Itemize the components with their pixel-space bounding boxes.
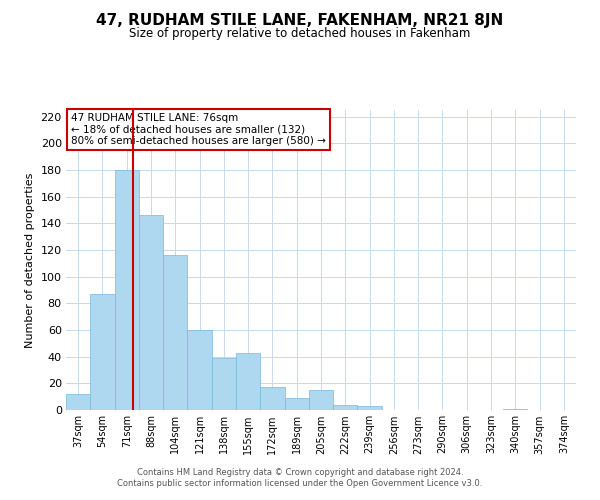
Bar: [236, 352, 260, 410]
Bar: [284, 398, 309, 410]
Bar: [358, 406, 382, 410]
Bar: [260, 388, 284, 410]
Bar: [139, 216, 163, 410]
Text: Size of property relative to detached houses in Fakenham: Size of property relative to detached ho…: [130, 28, 470, 40]
Bar: [90, 294, 115, 410]
Bar: [66, 394, 90, 410]
Text: 47, RUDHAM STILE LANE, FAKENHAM, NR21 8JN: 47, RUDHAM STILE LANE, FAKENHAM, NR21 8J…: [97, 12, 503, 28]
Text: Contains HM Land Registry data © Crown copyright and database right 2024.
Contai: Contains HM Land Registry data © Crown c…: [118, 468, 482, 487]
Bar: [503, 408, 527, 410]
Bar: [309, 390, 333, 410]
Bar: [115, 170, 139, 410]
Bar: [187, 330, 212, 410]
Text: 47 RUDHAM STILE LANE: 76sqm
← 18% of detached houses are smaller (132)
80% of se: 47 RUDHAM STILE LANE: 76sqm ← 18% of det…: [71, 113, 326, 146]
Bar: [163, 256, 187, 410]
Bar: [333, 404, 358, 410]
Bar: [212, 358, 236, 410]
Y-axis label: Number of detached properties: Number of detached properties: [25, 172, 35, 348]
